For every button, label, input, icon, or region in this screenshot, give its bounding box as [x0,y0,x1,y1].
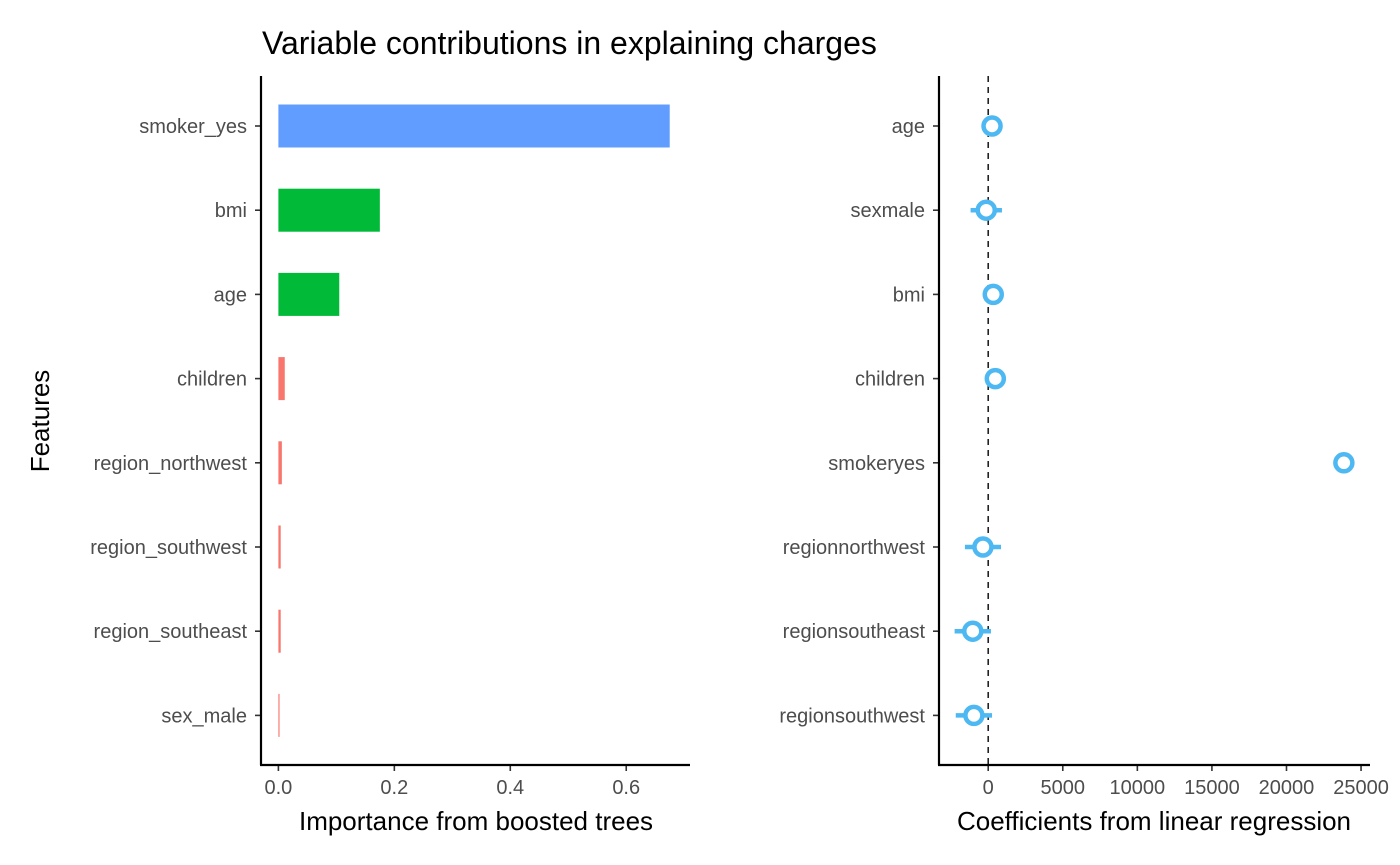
coefficient-feature-labels: age sexmale bmi children smokeryes regionnort… [779,116,939,727]
coefficient-label-regionnorthwest: regionnorthwest [783,537,926,559]
importance-label-region-southeast: region_southeast [94,621,248,643]
bar-bmi [278,188,380,232]
bar-smoker-yes [278,104,670,148]
bar-age [278,272,340,316]
coefficient-x-tick-label: 20000 [1259,777,1315,799]
importance-x-tick-label: 0.4 [496,777,524,799]
point-age [981,115,1003,137]
point-regionsoutheast [962,620,984,642]
coefficient-x-ticks: 0 5000 10000 15000 20000 25000 [983,765,1389,799]
coefficient-label-smokeryes: smokeryes [828,453,925,475]
coefficient-label-children: children [855,369,925,391]
point-sexmale [975,199,998,221]
point-regionnorthwest [972,536,994,558]
coefficient-x-tick-label: 25000 [1333,777,1389,799]
coefficient-label-sexmale: sexmale [851,200,925,222]
bar-sex-male [278,693,280,737]
importance-bars [278,104,670,737]
coefficient-x-tick-label: 15000 [1184,777,1240,799]
importance-x-tick-label: 0.6 [612,777,640,799]
y-axis-title: Features [25,370,55,473]
importance-label-children: children [177,369,247,391]
bar-children [278,357,285,401]
coefficient-x-axis-title: Coefficients from linear regression [957,806,1351,836]
bar-region-southwest [278,525,281,569]
importance-label-smoker-yes: smoker_yes [139,116,247,138]
coefficient-label-age: age [892,116,925,138]
chart-title: Variable contributions in explaining cha… [262,25,877,61]
coefficient-label-regionsouthwest: regionsouthwest [779,705,925,727]
coefficient-label-regionsoutheast: regionsoutheast [783,621,926,643]
importance-x-ticks: 0.0 0.2 0.4 0.6 [264,765,640,799]
importance-label-bmi: bmi [215,200,247,222]
coefficient-x-tick-label: 0 [983,777,994,799]
bar-region-southeast [278,609,281,653]
importance-x-axis-title: Importance from boosted trees [299,806,653,836]
coefficient-label-bmi: bmi [893,284,925,306]
coefficient-x-tick-label: 5000 [1041,777,1086,799]
importance-label-age: age [214,284,247,306]
coefficient-panel: age sexmale bmi children smokeryes regionnort… [779,76,1389,836]
bar-region-northwest [278,441,282,485]
importance-label-region-northwest: region_northwest [94,453,248,475]
importance-label-sex-male: sex_male [161,705,247,727]
importance-label-region-southwest: region_southwest [90,537,247,559]
point-bmi [982,283,1005,306]
point-children [984,367,1007,390]
importance-x-tick-label: 0.2 [380,777,408,799]
importance-x-tick-label: 0.0 [264,777,292,799]
coefficient-points [954,115,1355,727]
point-smokeryes [1333,452,1355,474]
coefficient-x-tick-label: 10000 [1110,777,1166,799]
point-regionsouthwest [963,704,985,727]
